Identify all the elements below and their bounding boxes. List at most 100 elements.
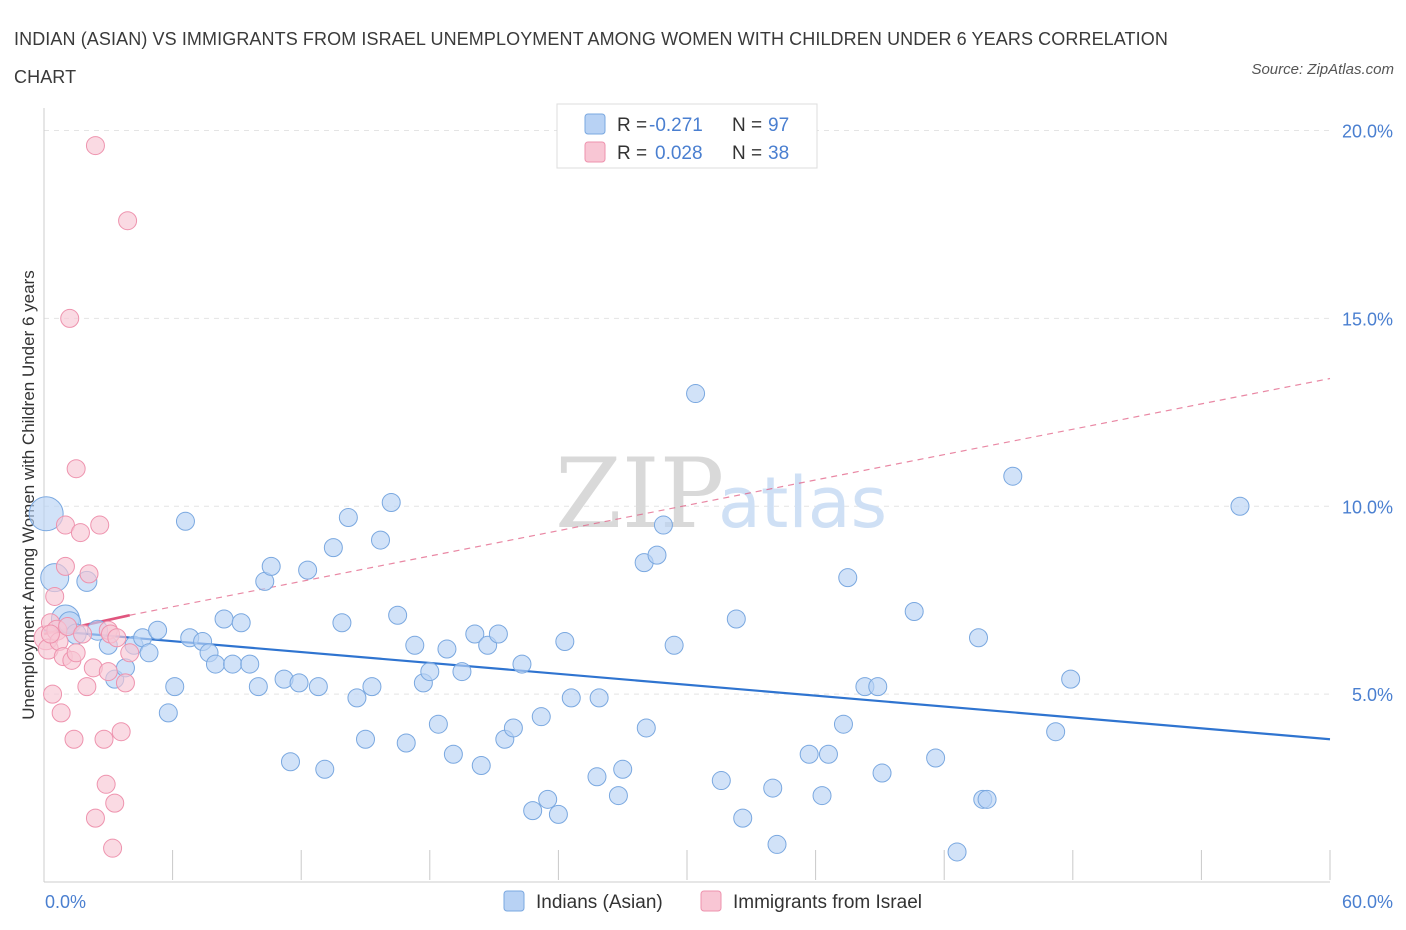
series-legend-label-indians: Indians (Asian)	[536, 892, 663, 913]
israel-point-22	[85, 808, 105, 828]
y-axis-label: Unemployment Among Women with Children U…	[19, 270, 38, 719]
israel-point-9	[55, 556, 75, 576]
indians-point-51	[465, 624, 485, 644]
indians-point-83	[838, 568, 858, 588]
indians-point-0	[28, 496, 64, 532]
indians-point-40	[371, 530, 391, 550]
israel-point-19	[77, 677, 97, 697]
israel-point-29	[103, 838, 123, 858]
indians-point-42	[388, 605, 408, 625]
indians-point-23	[231, 613, 251, 633]
indians-point-62	[555, 632, 575, 652]
indians-point-22	[223, 654, 243, 674]
indians-point-80	[818, 744, 838, 764]
y-tick-labels: 5.0% 10.0% 15.0% 20.0%	[1342, 122, 1393, 706]
indians-point-65	[589, 688, 609, 708]
indians-point-59	[531, 707, 551, 727]
series-legend-swatch-indians	[503, 890, 525, 912]
indians-point-88	[926, 748, 946, 768]
legend-r-value-2: 0.028	[655, 143, 703, 164]
indians-point-87	[904, 601, 924, 621]
indians-point-63	[561, 688, 581, 708]
indians-point-38	[356, 729, 375, 749]
indians-point-54	[488, 624, 508, 644]
indians-point-15	[165, 677, 185, 697]
israel-point-32	[111, 722, 131, 742]
israel-trend-dashed	[129, 377, 1331, 616]
israel-point-31	[107, 628, 127, 648]
legend-n-label-1: N =	[732, 115, 762, 136]
indians-point-39	[362, 677, 382, 697]
indians-point-41	[381, 493, 401, 513]
israel-point-27	[98, 662, 118, 682]
correlation-legend: R = -0.271 N = 97 R = 0.028 N = 38	[556, 103, 818, 169]
indians-point-31	[298, 560, 318, 580]
indians-point-86	[872, 763, 892, 783]
israel-point-37	[40, 624, 60, 644]
legend-n-label-2: N =	[732, 143, 762, 164]
israel-point-36	[85, 136, 105, 156]
indians-point-20	[205, 654, 225, 674]
israel-point-3	[43, 684, 63, 704]
israel-point-30	[105, 793, 125, 813]
watermark: ZIP atlas	[555, 438, 887, 550]
legend-swatch-blue	[584, 113, 606, 135]
indians-point-85	[868, 677, 888, 697]
indians-point-93	[1003, 466, 1023, 486]
legend-n-value-2: 38	[768, 143, 789, 164]
indians-point-81	[812, 786, 832, 806]
indians-point-56	[503, 718, 523, 738]
israel-point-16	[66, 459, 86, 479]
israel-point-11	[58, 617, 78, 637]
indians-point-21	[214, 609, 234, 629]
data-points	[28, 136, 1250, 862]
indians-point-78	[767, 834, 787, 854]
israel-point-24	[94, 729, 114, 749]
indians-point-35	[332, 613, 352, 633]
indians-point-96	[1230, 496, 1250, 516]
israel-point-4	[45, 586, 65, 606]
indians-point-27	[261, 556, 281, 576]
gridlines	[44, 130, 1330, 695]
indians-point-70	[647, 545, 667, 565]
indians-point-36	[338, 508, 358, 528]
source-credit: Source: ZipAtlas.com	[1251, 61, 1394, 78]
indians-point-25	[248, 677, 268, 697]
series-legend-label-israel: Immigrants from Israel	[733, 892, 922, 913]
indians-point-13	[148, 620, 168, 640]
indians-point-69	[636, 718, 656, 738]
indians-point-61	[548, 804, 568, 824]
indians-point-76	[733, 808, 753, 828]
indians-point-67	[613, 759, 633, 779]
indians-point-30	[289, 673, 309, 693]
x-tick-label-min: 0.0%	[45, 892, 86, 912]
israel-point-23	[90, 515, 110, 535]
indians-point-16	[175, 511, 195, 531]
indians-point-72	[664, 635, 684, 655]
legend-swatch-pink	[584, 141, 606, 163]
x-tick-label-max: 60.0%	[1342, 892, 1393, 912]
indians-point-75	[726, 609, 746, 629]
indians-point-58	[523, 801, 543, 821]
y-tick-label-0: 5.0%	[1352, 685, 1393, 705]
indians-point-74	[711, 771, 731, 791]
israel-point-33	[115, 673, 135, 693]
israel-point-7	[51, 703, 71, 723]
indians-point-57	[512, 654, 532, 674]
axes	[43, 108, 1331, 883]
y-tick-label-2: 15.0%	[1342, 309, 1393, 329]
indians-point-50	[452, 662, 472, 682]
indians-point-43	[396, 733, 416, 753]
indians-point-66	[608, 786, 628, 806]
israel-point-35	[120, 643, 140, 663]
series-legend: Indians (Asian) Immigrants from Israel	[503, 890, 922, 913]
israel-point-14	[64, 729, 84, 749]
y-tick-label-1: 10.0%	[1342, 497, 1393, 517]
indians-point-90	[968, 628, 988, 648]
indians-point-94	[1046, 722, 1066, 742]
indians-point-49	[443, 744, 463, 764]
indians-point-24	[240, 654, 260, 674]
israel-point-20	[79, 564, 99, 584]
israel-point-15	[66, 643, 86, 663]
